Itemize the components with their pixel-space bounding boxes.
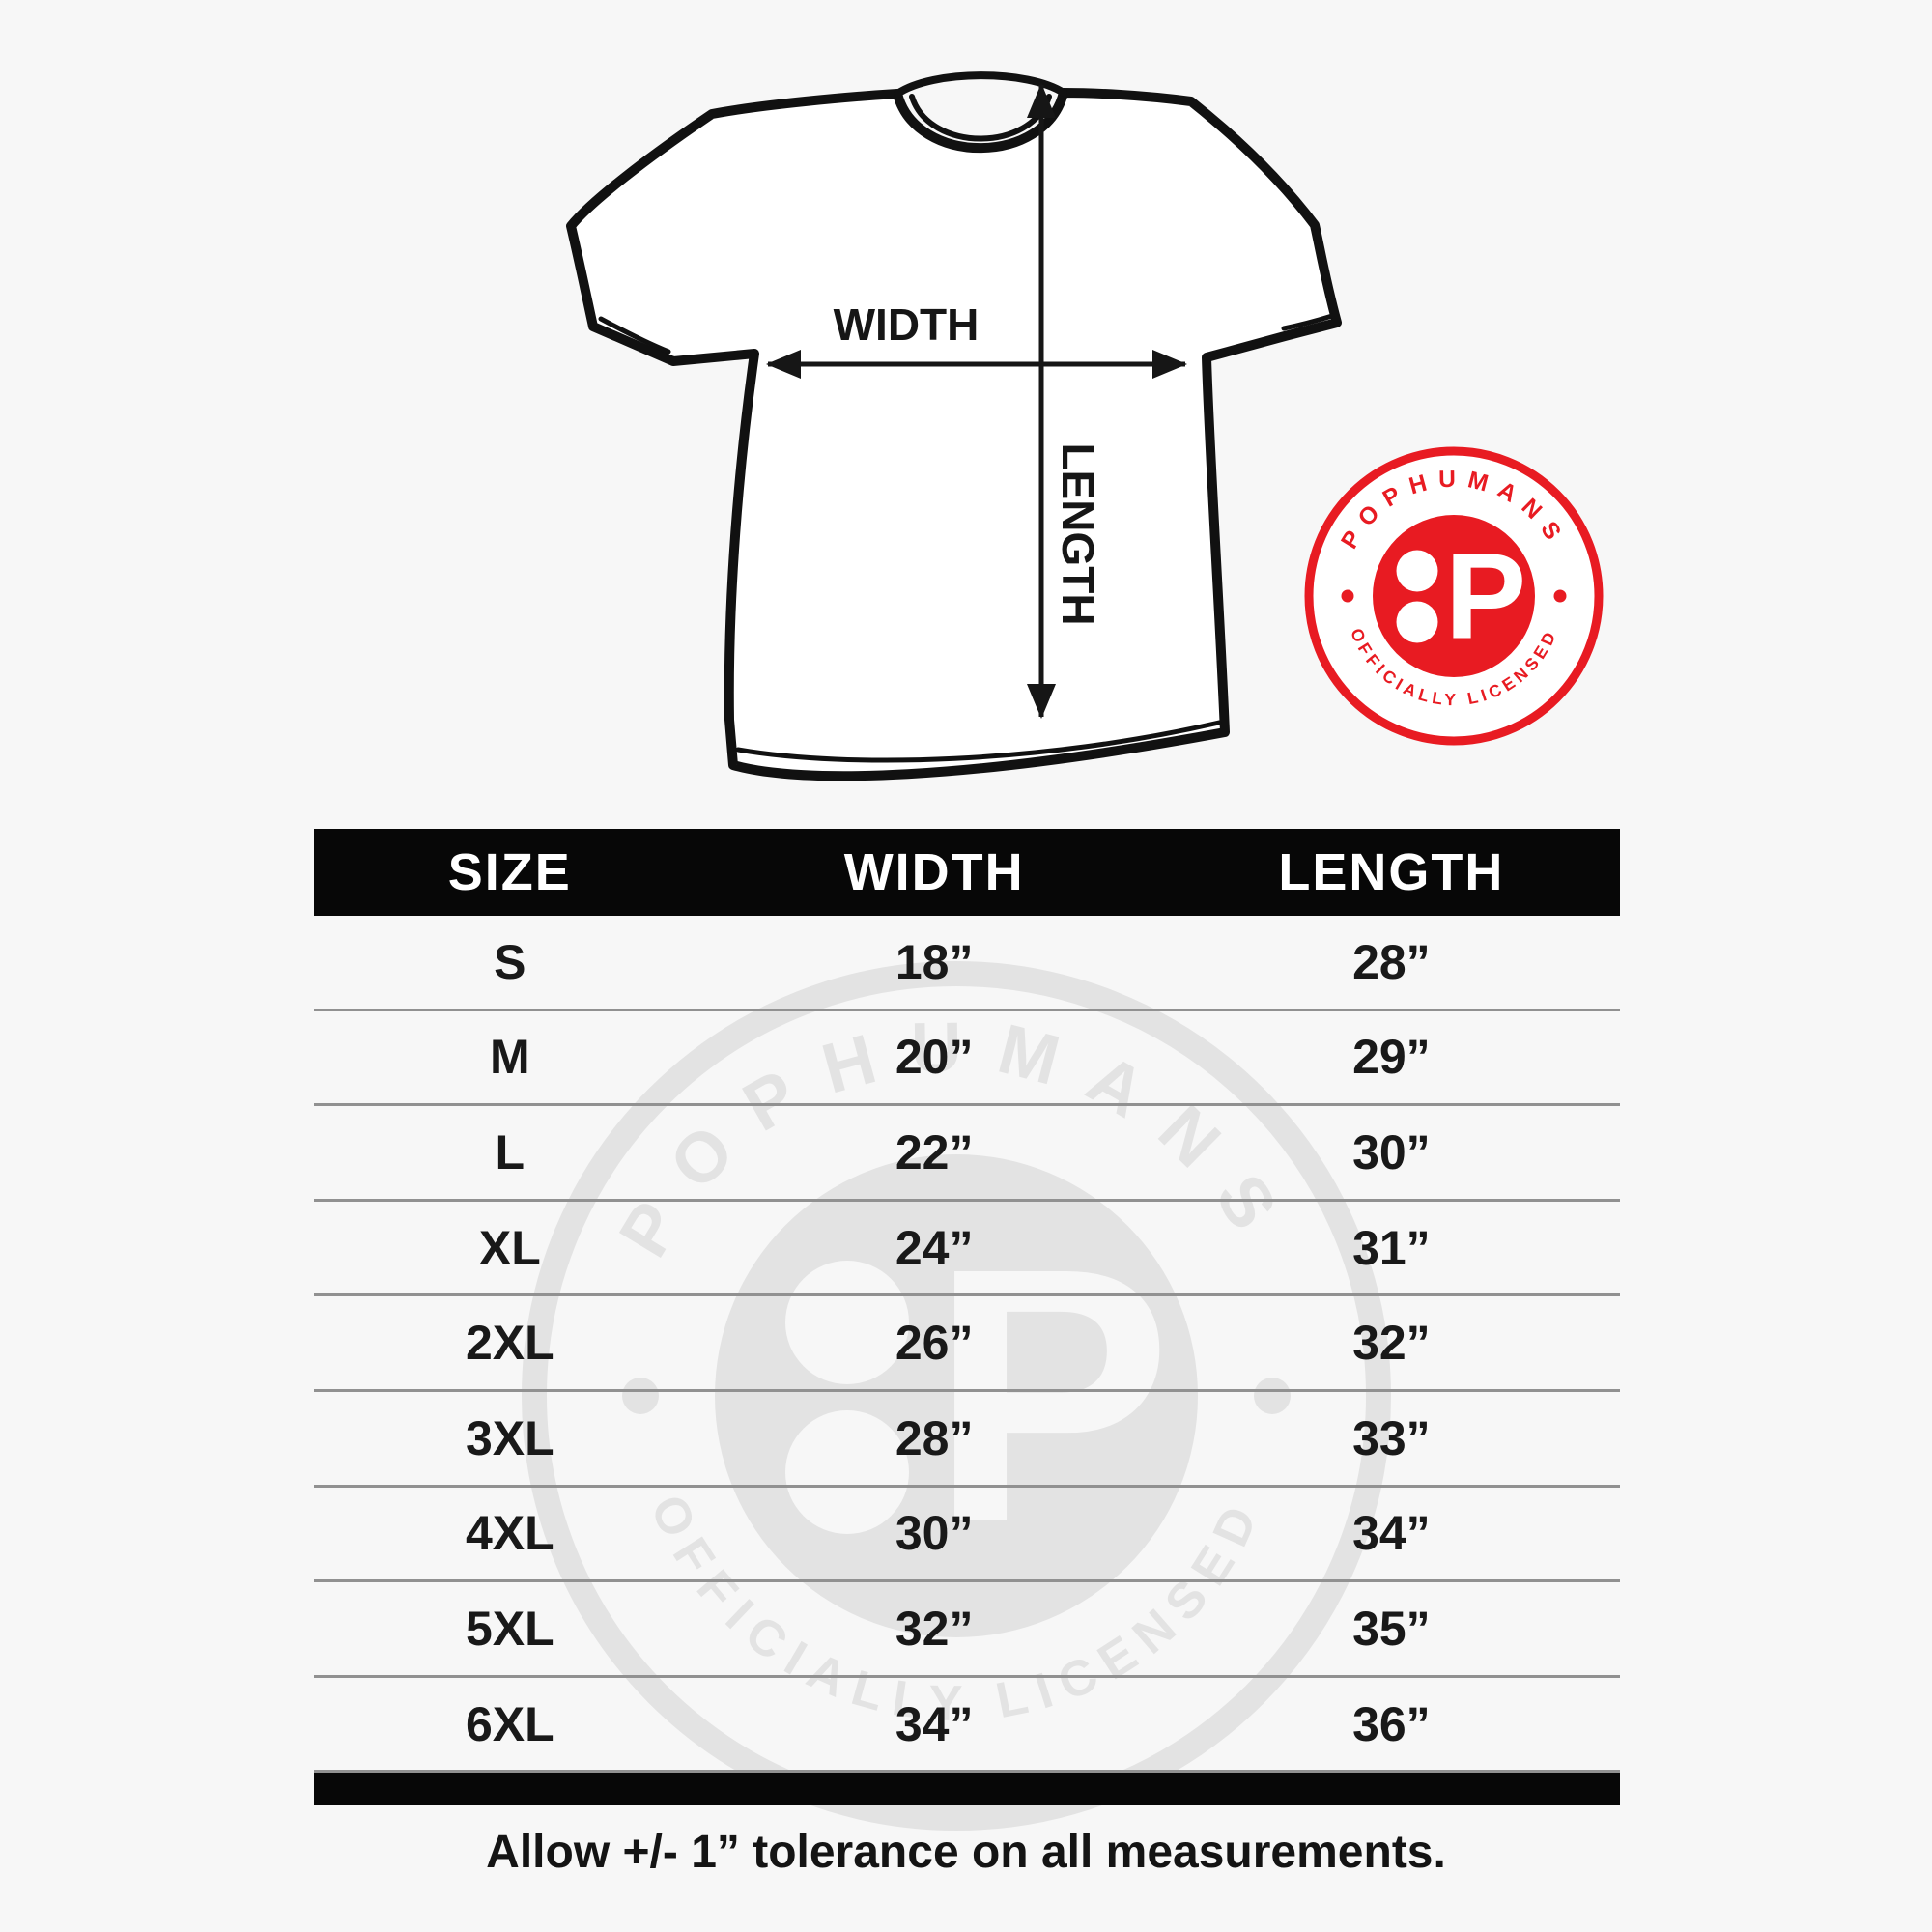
tshirt-diagram: WIDTH LENGTH xyxy=(566,71,1342,781)
length-value: 34” xyxy=(1352,1506,1431,1561)
table-row: 5XL 32” 35” xyxy=(314,1582,1620,1678)
width-value: 18” xyxy=(895,934,974,989)
size-value: 3XL xyxy=(465,1410,554,1465)
watermark-colon-top xyxy=(785,1261,909,1384)
badge-colon-bottom xyxy=(1396,601,1438,643)
table-row: 6XL 34” 36” xyxy=(314,1678,1620,1774)
table-row: M 20” 29” xyxy=(314,1011,1620,1107)
length-value: 31” xyxy=(1352,1220,1431,1275)
width-value: 20” xyxy=(895,1030,974,1085)
width-value: 22” xyxy=(895,1124,974,1179)
header-width: WIDTH xyxy=(843,843,1025,901)
watermark-left-dot xyxy=(622,1378,659,1414)
length-value: 33” xyxy=(1352,1410,1431,1465)
collar-back-line xyxy=(894,71,1067,98)
hem-line xyxy=(735,720,1222,763)
badge-left-dot xyxy=(1341,589,1354,603)
table-bottom-bar xyxy=(314,1773,1620,1806)
size-value: XL xyxy=(478,1220,541,1275)
width-label: WIDTH xyxy=(834,299,980,350)
width-value: 34” xyxy=(895,1696,974,1751)
width-value: 32” xyxy=(895,1601,974,1656)
watermark-ring xyxy=(522,961,1391,1831)
tshirt-outline xyxy=(566,88,1342,781)
size-value: 6XL xyxy=(465,1696,554,1751)
length-value: 28” xyxy=(1352,934,1431,989)
watermark-right-dot xyxy=(1254,1378,1291,1414)
tolerance-note: Allow +/- 1” tolerance on all measuremen… xyxy=(486,1827,1446,1878)
width-value: 26” xyxy=(895,1316,974,1371)
length-label: LENGTH xyxy=(1053,442,1103,625)
left-cuff-line xyxy=(598,316,671,355)
table-row: 2XL 26” 32” xyxy=(314,1296,1620,1392)
badge-right-dot xyxy=(1553,589,1567,603)
length-value: 35” xyxy=(1352,1601,1431,1656)
table-row: 4XL 30” 34” xyxy=(314,1488,1620,1583)
pophumans-watermark: POPHUMANS OFFICIALLY LICENSED P xyxy=(522,961,1391,1831)
size-table-header: SIZE WIDTH LENGTH xyxy=(314,829,1620,916)
size-value: 2XL xyxy=(465,1316,554,1371)
size-value: 5XL xyxy=(465,1601,554,1656)
pophumans-badge: POPHUMANS OFFICIALLY LICENSED P xyxy=(1304,446,1604,746)
watermark-colon-bottom xyxy=(785,1410,909,1534)
size-value: M xyxy=(489,1030,530,1085)
badge-colon-top xyxy=(1396,550,1438,592)
table-row: S 18” 28” xyxy=(314,916,1620,1011)
right-cuff-line xyxy=(1281,313,1335,331)
size-value: S xyxy=(494,934,526,989)
table-row: XL 24” 31” xyxy=(314,1202,1620,1297)
watermark-monogram: P xyxy=(930,1194,1172,1598)
length-value: 30” xyxy=(1352,1124,1431,1179)
width-value: 28” xyxy=(895,1410,974,1465)
header-length: LENGTH xyxy=(1278,843,1505,901)
width-value: 30” xyxy=(895,1506,974,1561)
size-value: 4XL xyxy=(465,1506,554,1561)
size-value: L xyxy=(495,1124,526,1179)
length-value: 36” xyxy=(1352,1696,1431,1751)
size-table: SIZE WIDTH LENGTH S 18” 28” M 20” 29” L … xyxy=(314,829,1620,1806)
header-size: SIZE xyxy=(447,843,572,901)
badge-monogram: P xyxy=(1445,528,1526,665)
width-value: 24” xyxy=(895,1220,974,1275)
table-row: L 22” 30” xyxy=(314,1106,1620,1202)
length-value: 32” xyxy=(1352,1316,1431,1371)
length-value: 29” xyxy=(1352,1030,1431,1085)
table-row: 3XL 28” 33” xyxy=(314,1392,1620,1488)
